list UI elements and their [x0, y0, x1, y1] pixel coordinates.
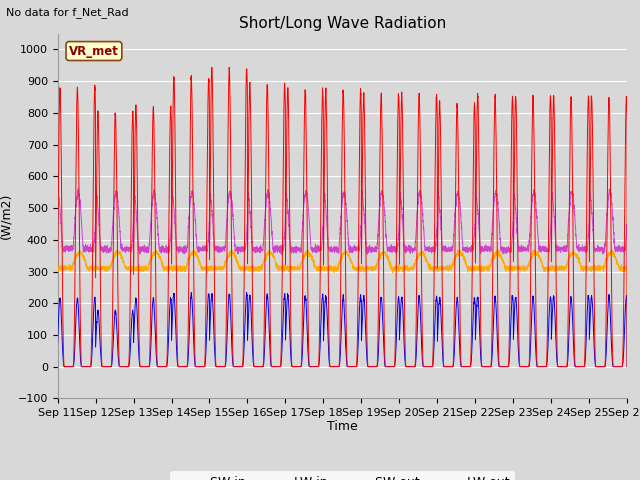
Text: VR_met: VR_met — [69, 45, 119, 58]
Text: No data for f_Net_Rad: No data for f_Net_Rad — [6, 7, 129, 18]
Y-axis label: (W/m2): (W/m2) — [0, 193, 12, 239]
X-axis label: Time: Time — [327, 420, 358, 432]
Title: Short/Long Wave Radiation: Short/Long Wave Radiation — [239, 16, 446, 31]
Legend: SW in, LW in, SW out, LW out: SW in, LW in, SW out, LW out — [170, 471, 515, 480]
